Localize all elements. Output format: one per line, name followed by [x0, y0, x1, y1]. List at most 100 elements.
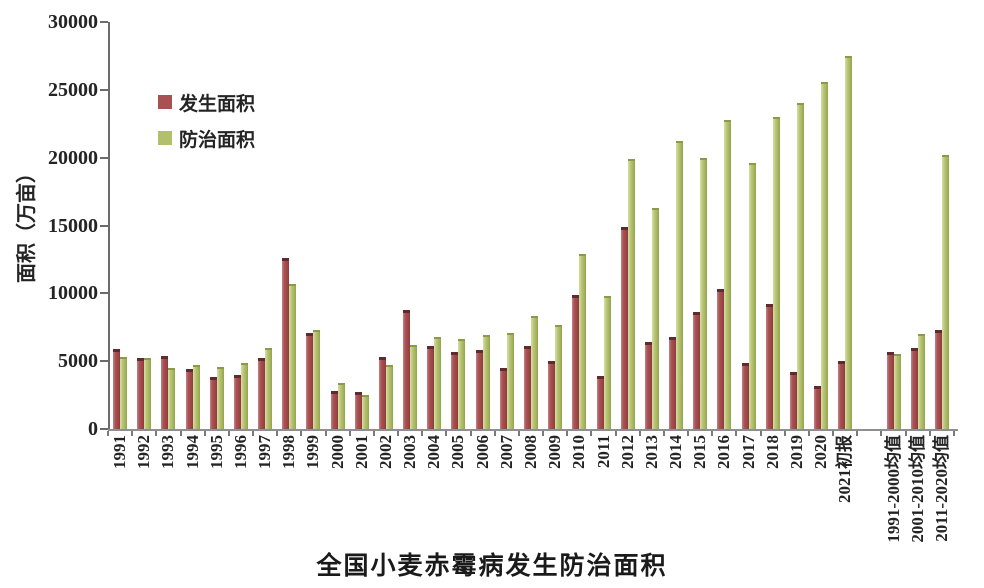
bar-control-2003: [410, 345, 417, 429]
bar-occurrence-2014: [669, 337, 676, 429]
x-tick-mark: [493, 431, 496, 436]
bar-control-2017: [749, 163, 756, 429]
bar-occurrence-2005: [451, 352, 458, 429]
x-tick-mark: [638, 431, 641, 436]
x-tick-mark: [300, 431, 303, 436]
bar-control-2000: [338, 383, 345, 429]
y-axis: [108, 22, 110, 429]
x-tick-mark: [517, 431, 520, 436]
bar-occurrence-2003: [403, 310, 410, 429]
x-tick-mark: [469, 431, 472, 436]
bar-control-2018: [773, 117, 780, 429]
bar-control-1999: [313, 330, 320, 429]
bar-control-2006: [483, 335, 490, 429]
bar-occurrence-2011-2020均值: [935, 330, 942, 429]
y-tick-mark: [100, 224, 108, 227]
bar-occurrence-2000: [331, 391, 338, 429]
bar-control-1995: [217, 367, 224, 429]
bar-control-2004: [434, 337, 441, 429]
x-tick-mark: [179, 431, 182, 436]
bar-occurrence-2017: [742, 363, 749, 429]
x-tick-mark: [566, 431, 569, 436]
x-tick-mark: [904, 431, 907, 436]
bar-control-2013: [652, 208, 659, 429]
bar-control-1991: [120, 357, 127, 429]
x-tick-mark: [397, 431, 400, 436]
legend-label-occurrence: 发生面积: [179, 93, 256, 115]
x-tick-mark: [856, 431, 859, 436]
bar-occurrence-2009: [548, 361, 555, 429]
bar-occurrence-1991-2000均值: [887, 352, 894, 429]
bar-control-2012: [628, 159, 635, 429]
bar-occurrence-2013: [645, 342, 652, 429]
bar-control-1996: [241, 363, 248, 429]
bar-occurrence-1993: [161, 356, 168, 429]
x-tick-mark: [953, 431, 955, 436]
bar-control-2011-2020均值: [942, 155, 949, 429]
control-swatch-icon: [158, 131, 172, 145]
bar-occurrence-2015: [693, 312, 700, 429]
bar-occurrence-2006: [476, 350, 483, 429]
bar-control-2007: [507, 333, 514, 429]
bar-control-2019: [797, 103, 804, 429]
bar-occurrence-1992: [137, 358, 144, 429]
y-tick-mark: [100, 428, 108, 430]
bar-control-2008: [531, 316, 538, 429]
bar-occurrence-1996: [234, 375, 241, 429]
y-tick-mark: [100, 292, 108, 295]
x-tick-mark: [324, 431, 327, 436]
bar-control-2021初报: [845, 56, 852, 429]
bar-occurrence-2001: [355, 392, 362, 429]
x-tick-mark: [252, 431, 255, 436]
y-tick-mark: [100, 156, 108, 159]
x-tick-mark: [759, 431, 762, 436]
bar-occurrence-2021初报: [838, 361, 845, 429]
bar-control-2010: [579, 254, 586, 429]
x-tick-mark: [614, 431, 617, 436]
x-tick-mark: [590, 431, 593, 436]
x-tick-mark: [928, 431, 931, 436]
bar-occurrence-2002: [379, 357, 386, 429]
bar-control-2001: [362, 395, 369, 429]
y-tick-label: 25000: [48, 78, 98, 101]
y-tick-label: 10000: [48, 282, 98, 305]
x-tick-mark: [107, 431, 109, 436]
x-tick-mark: [372, 431, 375, 436]
x-tick-mark: [711, 431, 714, 436]
bar-occurrence-1999: [306, 333, 313, 429]
bar-control-1994: [193, 365, 200, 429]
y-tick-label: 5000: [58, 350, 98, 373]
x-tick-mark: [203, 431, 206, 436]
bar-control-2011: [604, 296, 611, 429]
bar-control-2020: [821, 82, 828, 429]
bar-occurrence-2020: [814, 386, 821, 429]
bar-control-1997: [265, 348, 272, 429]
bar-control-1992: [144, 358, 151, 429]
x-tick-mark: [807, 431, 810, 436]
x-axis: [108, 429, 958, 431]
x-tick-mark: [662, 431, 665, 436]
bar-occurrence-1998: [282, 258, 289, 429]
bar-control-2005: [458, 339, 465, 429]
bar-occurrence-2008: [524, 346, 531, 429]
x-tick-mark: [421, 431, 424, 436]
bar-control-1993: [168, 368, 175, 429]
y-tick-mark: [100, 360, 108, 363]
bar-control-2016: [724, 120, 731, 429]
bar-occurrence-2012: [621, 227, 628, 429]
x-tick-mark: [783, 431, 786, 436]
chart-title: 全国小麦赤霉病发生防治面积: [316, 553, 668, 580]
bar-occurrence-1995: [210, 377, 217, 429]
x-tick-mark: [276, 431, 279, 436]
x-tick-mark: [155, 431, 158, 436]
x-tick-mark: [735, 431, 738, 436]
bar-control-2015: [700, 158, 707, 429]
bar-control-2014: [676, 141, 683, 429]
x-tick-mark: [542, 431, 545, 436]
x-tick-mark: [348, 431, 351, 436]
bar-occurrence-2016: [717, 289, 724, 429]
legend-item-control: 防治面积: [158, 126, 255, 151]
bar-control-2002: [386, 365, 393, 429]
x-tick-mark: [227, 431, 230, 436]
